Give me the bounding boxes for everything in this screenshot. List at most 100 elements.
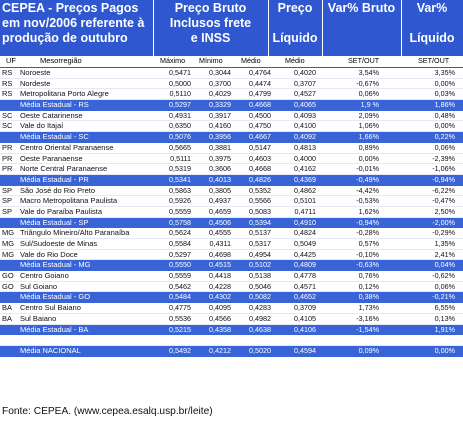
cell-uf: RS	[2, 89, 13, 99]
cell-regiao: Vale do Itajaí	[20, 121, 64, 131]
cell-med: 0,5317	[249, 239, 271, 248]
cell-uf: RS	[2, 68, 13, 77]
cell-max: 0,5758	[169, 217, 191, 227]
row-divider	[0, 216, 463, 218]
cell-var-bruto: 0,12%	[358, 281, 379, 291]
cell-var-liquido: 0,00%	[434, 121, 455, 131]
cell-var-liquido: 0,22%	[434, 132, 455, 142]
cell-med: 0,5083	[249, 206, 271, 216]
cell-max: 0,6350	[169, 121, 191, 131]
cell-var-bruto: -1,54%	[356, 324, 379, 334]
cell-var-bruto: -3,16%	[356, 313, 379, 323]
header-divider	[322, 0, 323, 56]
cell-liquido: 0,4778	[294, 271, 316, 281]
col-var-bruto: SET/OUT	[348, 56, 380, 65]
table-row: PR Centro Oriental Paranaense 0,5665 0,3881…	[0, 142, 463, 154]
cell-uf: GO	[2, 271, 14, 281]
row-divider	[0, 163, 463, 165]
table-title: CEPEA - Preços Pagos em nov/2006 referen…	[0, 0, 153, 56]
cell-regiao: Média NACIONAL	[20, 345, 81, 355]
cell-var-bruto: 1,62%	[358, 206, 379, 216]
header-preco-liquido: Preço Líquido	[268, 0, 322, 56]
cell-regiao: Sul Goiano	[20, 281, 58, 291]
cell-uf: SP	[2, 206, 13, 216]
cell-regiao: Média Estadual - RS	[20, 100, 89, 110]
cell-min: 0,4659	[209, 206, 231, 216]
cell-regiao: Média Estadual - SP	[20, 217, 89, 227]
cell-min: 0,3805	[209, 185, 231, 195]
cell-regiao: Oeste Catarinense	[20, 110, 83, 120]
cell-var-liquido: 1,35%	[434, 239, 455, 248]
cell-liquido: 0,4425	[294, 249, 316, 259]
cell-min: 0,4095	[209, 303, 231, 313]
row-divider	[0, 120, 463, 122]
col-max: Máximo	[160, 56, 186, 65]
cell-var-liquido: 1,91%	[434, 324, 455, 334]
cell-regiao: Oeste Paranaense	[20, 153, 83, 163]
table-row: RS Nordeste 0,5000 0,3700 0,4474 0,3707 -0,67%…	[0, 78, 463, 90]
cell-liquido: 0,4809	[294, 260, 316, 270]
cell-liquido: 0,3707	[294, 78, 316, 88]
header-line: Preço Bruto	[174, 1, 247, 15]
cell-med: 0,4603	[249, 153, 271, 163]
cell-med: 0,4982	[249, 313, 271, 323]
cell-var-bruto: -0,67%	[356, 78, 379, 88]
cell-regiao: Sul/Sudoeste de Minas	[20, 239, 98, 248]
cell-liquido: 0,4652	[294, 292, 316, 302]
cell-liquido: 0,4571	[294, 281, 316, 291]
row-divider	[0, 259, 463, 261]
cell-max: 0,5584	[169, 239, 191, 248]
cell-var-liquido: 0,03%	[434, 89, 455, 99]
cell-var-liquido: 0,48%	[434, 110, 455, 120]
header-line: Líquido	[409, 31, 455, 45]
cell-med: 0,5352	[249, 185, 271, 195]
cell-var-bruto: -0,63%	[356, 260, 379, 270]
cell-med: 0,4283	[249, 303, 271, 313]
cell-uf: PR	[2, 142, 13, 152]
cell-liquido: 0,4105	[294, 313, 316, 323]
cell-uf: MG	[2, 239, 15, 248]
header-var-liquido: Var% Líquido	[401, 0, 463, 56]
cell-var-liquido: 0,06%	[434, 281, 455, 291]
table-row: PR Norte Central Paranaense 0,5319 0,3606 0,…	[0, 164, 463, 175]
cell-var-liquido: -0,21%	[432, 292, 455, 302]
header-divider	[268, 0, 269, 56]
header-line	[401, 16, 463, 31]
col-med: Médio	[241, 56, 261, 65]
table-row: BA Centro Sul Baiano 0,4775 0,4095 0,4283 0,3…	[0, 303, 463, 314]
cell-med: 0,5102	[249, 260, 271, 270]
cell-var-liquido: -1,06%	[432, 164, 455, 174]
row-divider	[0, 248, 463, 250]
cell-max: 0,5319	[169, 164, 191, 174]
cell-regiao: Centro Sul Baiano	[20, 303, 81, 313]
cell-max: 0,5926	[169, 196, 191, 206]
cell-regiao: Média Estadual - GO	[20, 292, 91, 302]
cell-uf: BA	[2, 303, 13, 313]
table-row: PR Oeste Paranaense 0,5111 0,3975 0,4603 0,40…	[0, 153, 463, 165]
row-divider	[0, 344, 463, 346]
cell-min: 0,3975	[209, 153, 231, 163]
cell-regiao: Média Estadual - SC	[20, 132, 89, 142]
cell-min: 0,4160	[209, 121, 231, 131]
cell-med: 0,5566	[249, 196, 271, 206]
cell-max: 0,5863	[169, 185, 191, 195]
cell-med: 0,5046	[249, 281, 271, 291]
cell-regiao: Triângulo Mineiro/Alto Paranaíba	[20, 228, 130, 238]
col-min: Mínimo	[199, 56, 223, 65]
table-row: SP Macro Metropolitana Paulista 0,5926 0,49…	[0, 196, 463, 207]
cell-max: 0,4775	[169, 303, 191, 313]
national-average-row: Média NACIONAL 0,5492 0,4212 0,5020 0,4594 0,…	[0, 345, 463, 357]
cell-med: 0,4668	[249, 100, 271, 110]
row-divider	[0, 131, 463, 133]
cell-max: 0,5559	[169, 271, 191, 281]
cell-min: 0,4566	[209, 313, 231, 323]
cell-max: 0,5076	[169, 132, 191, 142]
cell-var-liquido: -6,22%	[432, 185, 455, 195]
cell-regiao: São José do Rio Preto	[20, 185, 96, 195]
cell-regiao: Metropolitana Porto Alegre	[20, 89, 109, 99]
average-row: Média Estadual - SC 0,5076 0,3956 0,4667 0,4…	[0, 132, 463, 143]
cell-max: 0,5111	[170, 153, 191, 163]
cell-var-liquido: -2,00%	[432, 217, 455, 227]
cell-med: 0,5082	[249, 292, 271, 302]
title-line: em nov/2006 referente à	[2, 15, 145, 30]
